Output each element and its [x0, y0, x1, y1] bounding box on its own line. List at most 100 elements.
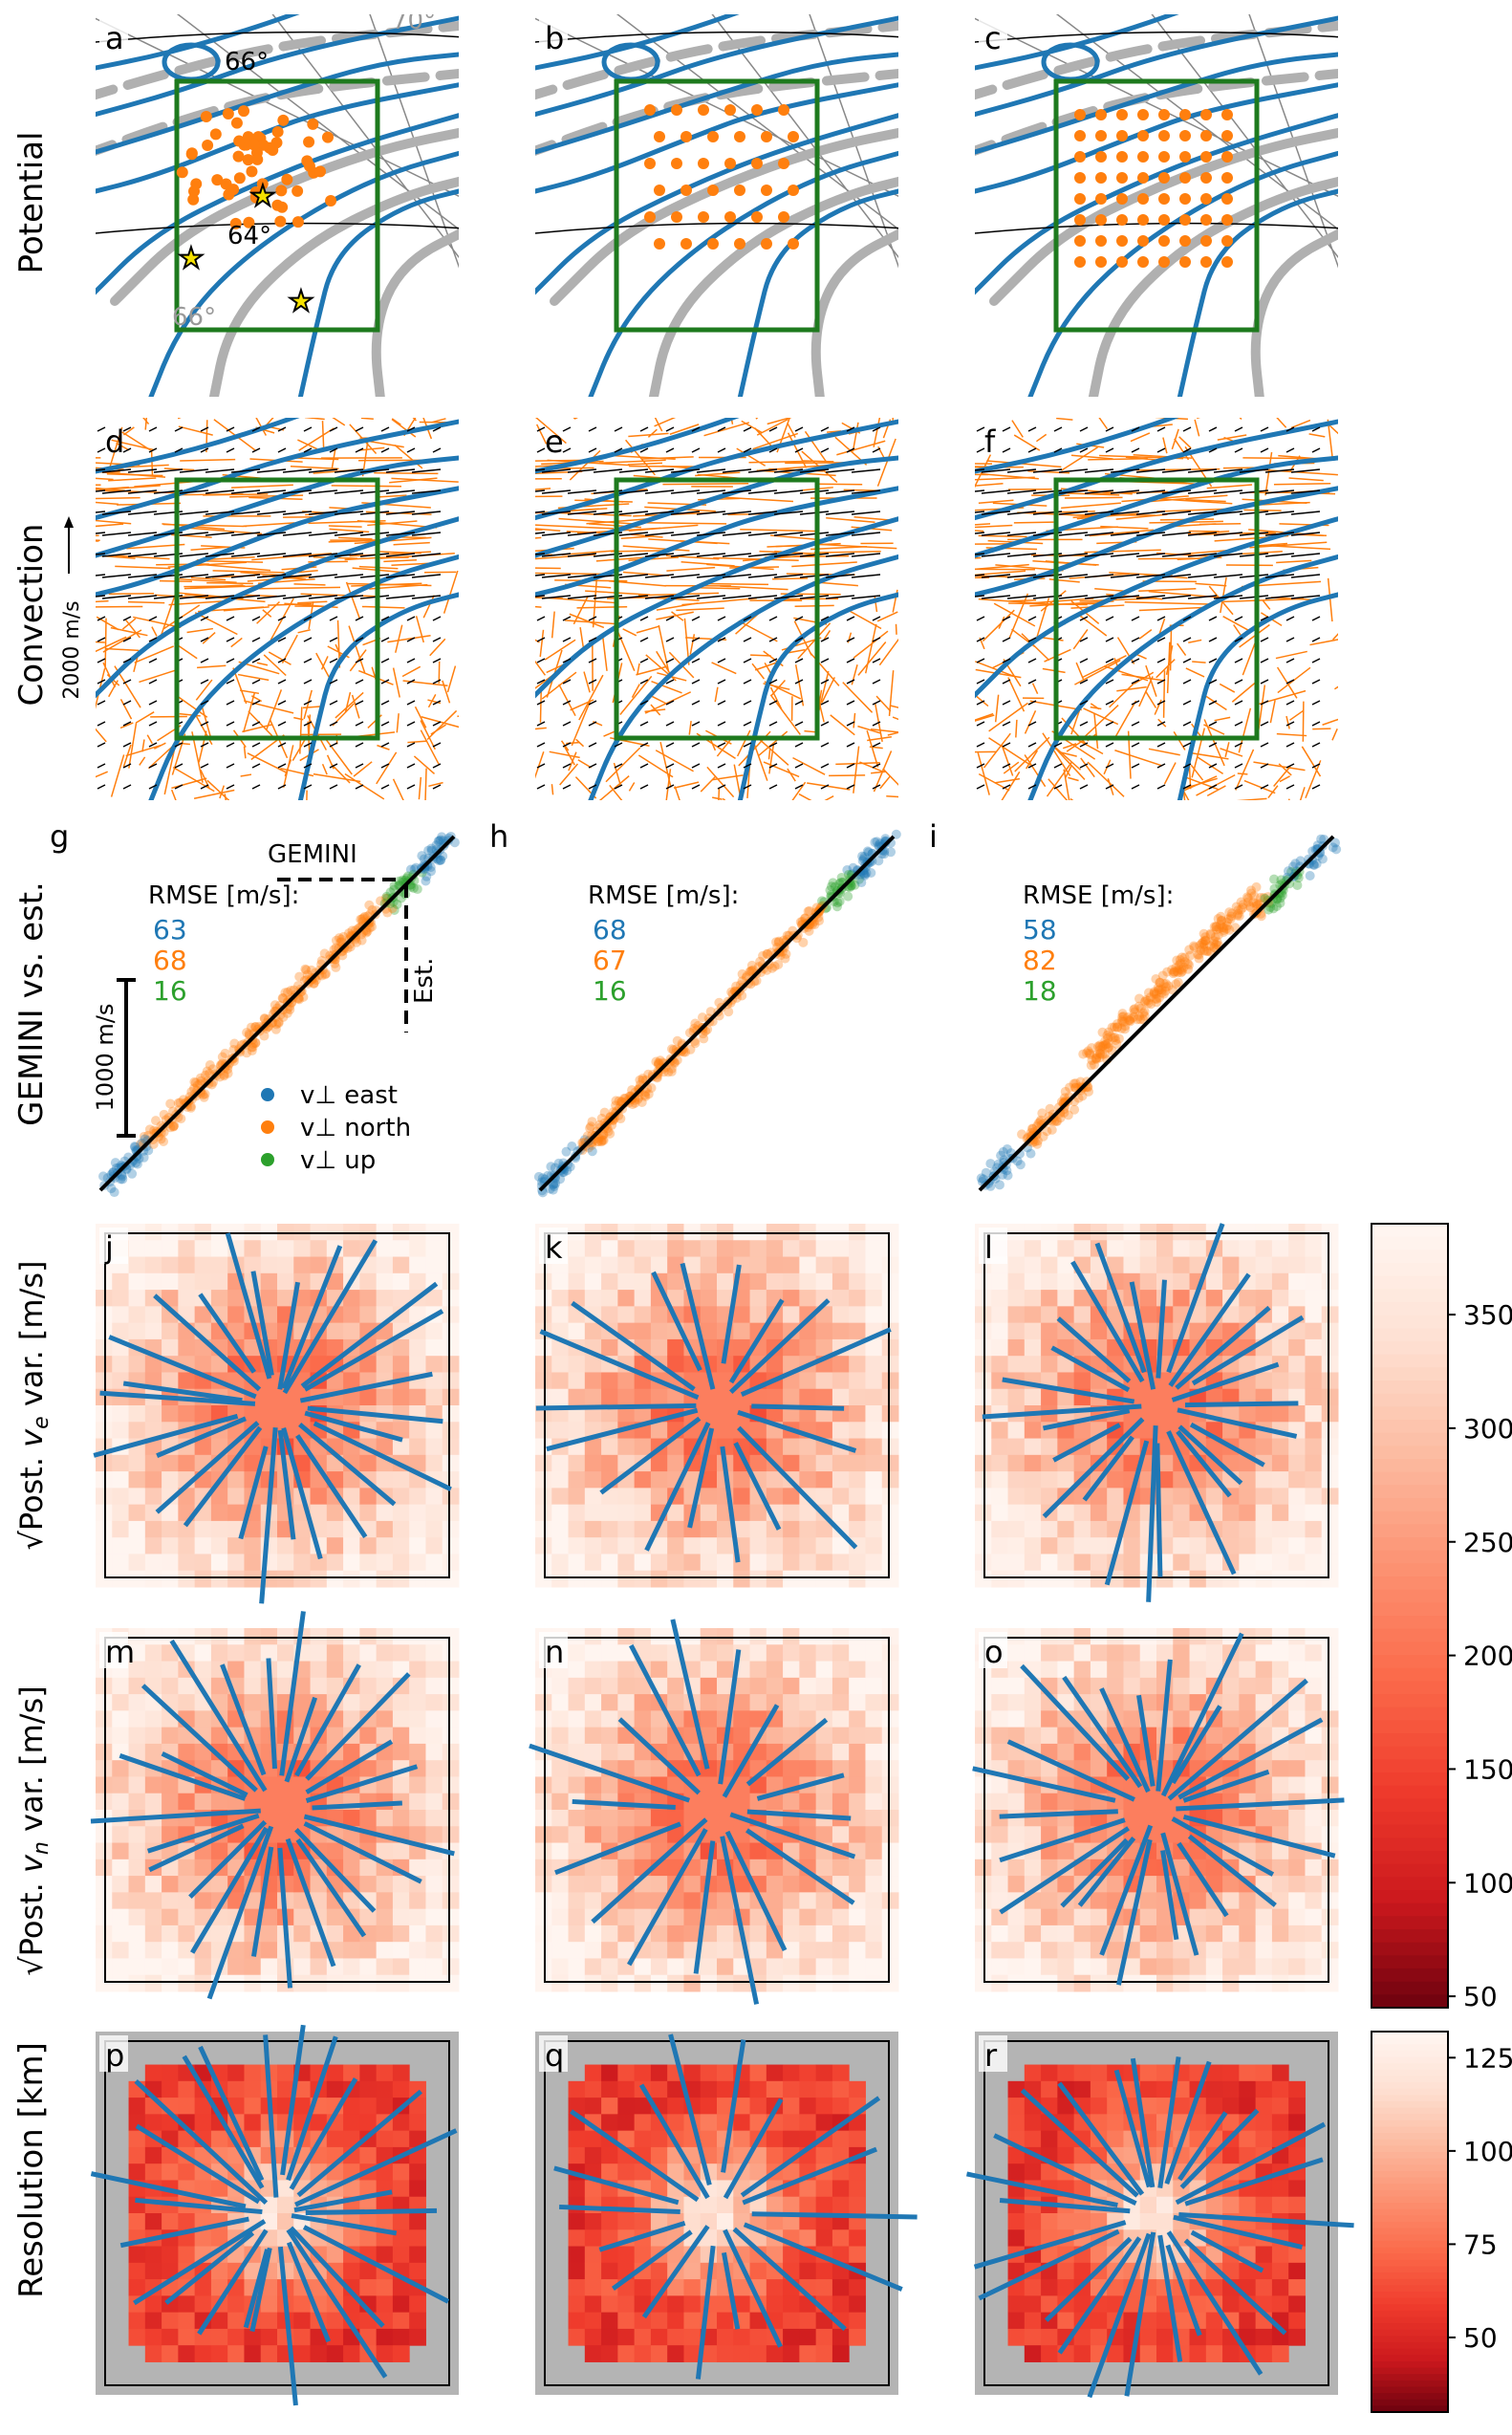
- velocity-arrow: [794, 763, 804, 769]
- heatmap-cell: [749, 1224, 767, 1241]
- data-point: [256, 178, 269, 190]
- heatmap-cell: [277, 1570, 294, 1588]
- velocity-arrow: [1079, 679, 1089, 685]
- velocity-arrow: [665, 763, 675, 769]
- measurement-line: [975, 661, 1014, 677]
- measurement-line: [422, 595, 435, 619]
- data-point: [644, 104, 656, 116]
- velocity-arrow: [1053, 426, 1063, 432]
- measurement-line: [975, 714, 995, 722]
- heatmap-cell: [991, 1438, 1009, 1456]
- scatter-point: [1331, 844, 1342, 855]
- heatmap-cell: [601, 1554, 618, 1572]
- scatter-point: [195, 1073, 205, 1083]
- rmse-value: 58: [1023, 914, 1057, 946]
- velocity-arrow: [1239, 574, 1269, 578]
- measurement-line: [551, 611, 555, 639]
- heatmap-cell: [1024, 1224, 1042, 1241]
- blue-contour: [1177, 592, 1338, 800]
- heatmap-cell: [244, 1240, 262, 1258]
- velocity-arrow: [1027, 616, 1037, 621]
- measurement-line: [1174, 523, 1217, 528]
- scatter-point: [199, 1092, 209, 1102]
- velocity-arrow: [825, 468, 855, 473]
- measurement-line: [804, 729, 816, 733]
- scatter-point: [335, 937, 346, 947]
- heatmap-cell: [1007, 1554, 1026, 1572]
- velocity-arrow: [308, 489, 338, 494]
- data-point: [1221, 193, 1233, 205]
- heatmap-cell: [568, 1224, 586, 1241]
- velocity-arrow: [230, 595, 261, 599]
- region-box: [174, 477, 380, 741]
- velocity-arrow: [308, 595, 338, 599]
- data-point: [1221, 130, 1233, 141]
- measurement-line: [700, 775, 717, 793]
- heatmap-cell: [178, 1256, 196, 1274]
- velocity-arrow: [1213, 574, 1243, 578]
- velocity-arrow: [359, 595, 390, 599]
- scatter-point: [270, 1024, 281, 1034]
- scatter-point: [599, 1107, 610, 1118]
- measurement-line: [446, 665, 457, 693]
- heatmap-cell: [260, 1958, 278, 1976]
- heatmap-cell: [783, 1520, 800, 1538]
- heatmap-cell: [1239, 1224, 1257, 1241]
- data-point: [1137, 256, 1149, 268]
- heatmap-cell: [392, 1554, 410, 1572]
- velocity-arrow: [1182, 616, 1192, 621]
- heatmap-cell: [442, 1356, 460, 1373]
- heatmap-cell: [162, 1908, 179, 1926]
- velocity-arrow: [251, 637, 261, 642]
- measurement-line: [1273, 483, 1331, 486]
- heatmap-cell: [178, 1290, 196, 1307]
- heatmap-cell: [991, 1290, 1009, 1307]
- measurement-line: [219, 785, 226, 799]
- heatmap-cell: [343, 1322, 360, 1340]
- data-point: [1137, 172, 1149, 184]
- heatmap-cell: [326, 1322, 344, 1340]
- velocity-arrow: [799, 553, 830, 557]
- measurement-line: [1308, 433, 1326, 438]
- measurement-line: [178, 425, 213, 436]
- heatmap-cell: [442, 1338, 460, 1357]
- measurement-line: [124, 619, 140, 639]
- measurement-line: [172, 767, 215, 793]
- velocity-arrow: [359, 532, 390, 536]
- heatmap-cell: [376, 1256, 394, 1274]
- heatmap-cell: [244, 1405, 262, 1423]
- velocity-arrow: [122, 426, 132, 432]
- velocity-arrow: [665, 721, 675, 727]
- heatmap-cell: [551, 1471, 570, 1489]
- heatmap-cell: [1205, 1290, 1223, 1307]
- heatmap-cell: [409, 1272, 426, 1291]
- velocity-arrow: [1311, 700, 1321, 706]
- heatmap-cell: [326, 1224, 344, 1241]
- heatmap-cell: [749, 1240, 767, 1258]
- rmse-title: RMSE [m/s]:: [148, 881, 299, 910]
- heatmap-cell: [1288, 1471, 1306, 1489]
- velocity-arrow: [282, 468, 313, 473]
- heatmap-cell: [975, 1290, 992, 1307]
- velocity-arrow: [226, 763, 235, 769]
- measurement-line: [569, 613, 605, 629]
- measurement-line: [535, 594, 536, 596]
- velocity-arrow: [1290, 511, 1321, 515]
- scatter-point: [285, 1005, 295, 1015]
- heatmap-cell: [1205, 1272, 1223, 1291]
- velocity-arrow: [1053, 763, 1063, 769]
- velocity-arrow: [1264, 511, 1295, 515]
- heatmap-cell: [568, 1554, 586, 1572]
- measurement-line: [598, 459, 666, 465]
- heatmap-cell: [1255, 1405, 1273, 1423]
- data-point: [698, 158, 709, 169]
- velocity-arrow: [380, 679, 390, 685]
- heatmap-cell: [277, 1256, 294, 1274]
- measurement-line: [564, 746, 575, 766]
- measurement-line: [574, 499, 633, 503]
- heatmap-cell: [128, 1570, 146, 1588]
- velocity-arrow: [717, 616, 726, 621]
- heatmap-cell: [112, 1727, 130, 1745]
- heatmap-cell: [359, 1537, 378, 1554]
- velocity-arrow: [562, 742, 572, 748]
